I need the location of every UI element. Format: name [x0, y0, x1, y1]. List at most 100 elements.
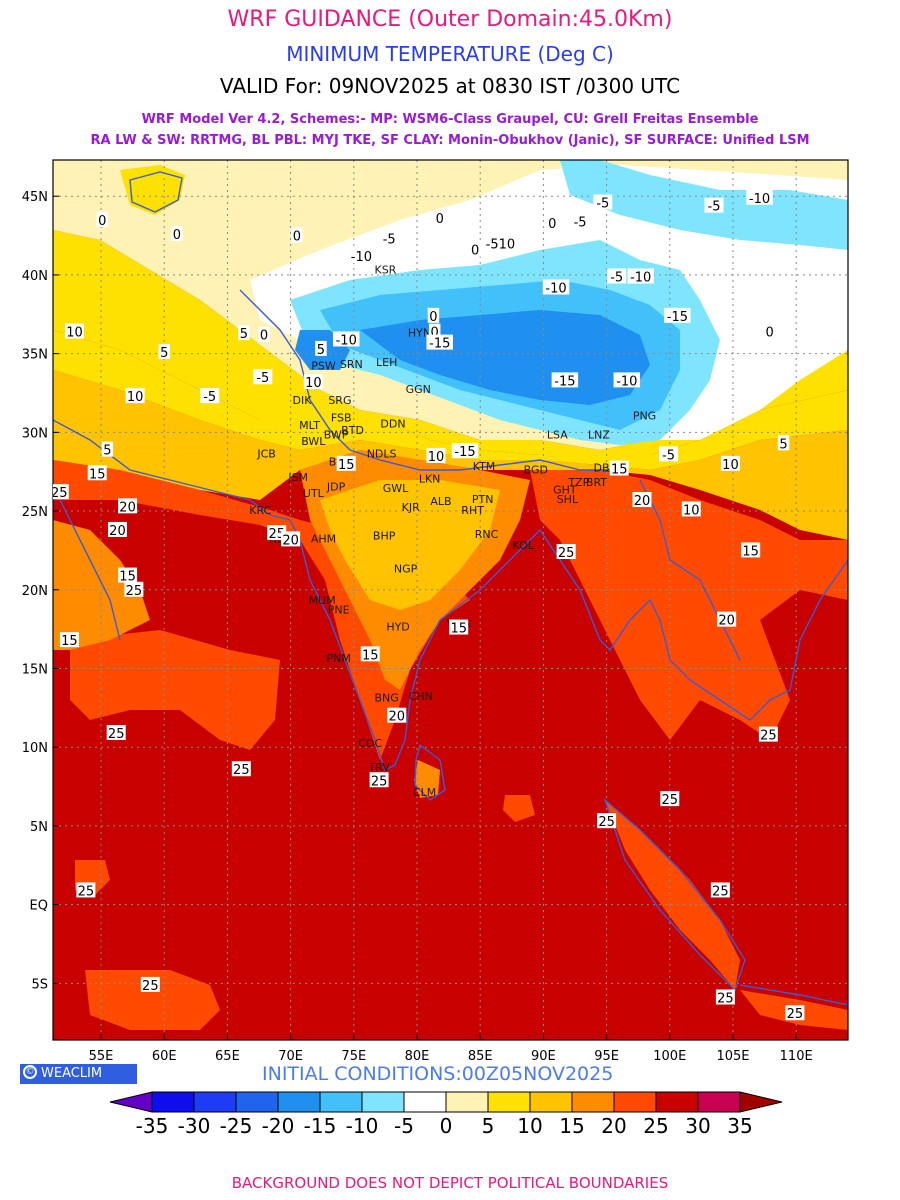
station-label: CHN [409, 690, 433, 703]
colorbar-tick-label: 35 [727, 1114, 752, 1138]
station-label: NGP [394, 562, 418, 575]
lon-label: 65E [215, 1049, 240, 1064]
station-label: BWL [301, 435, 326, 448]
contour-label-text: 5 [317, 343, 325, 358]
contour-label-bg [140, 976, 160, 992]
contour-label-bg [258, 326, 270, 342]
contour-label-text: -10 [351, 250, 372, 265]
contour-label: 25 [556, 543, 576, 561]
contour-label-bg [253, 369, 273, 385]
contour-label-text: 25 [712, 884, 729, 899]
contour-label-text: -10 [545, 282, 566, 297]
colorbar-tick-label: -10 [346, 1114, 379, 1138]
contour-label-bg [469, 241, 481, 257]
contour-label-bg [758, 726, 778, 742]
contour-label: 10 [426, 447, 446, 465]
contour-label-bg [717, 611, 737, 627]
colorbar-tick-label: 5 [482, 1114, 495, 1138]
contour-label-bg [710, 882, 730, 898]
station-label: BHP [373, 529, 396, 542]
contour-label: 20 [107, 521, 127, 539]
station-label: KJR [402, 501, 420, 514]
contour-label-text: -15 [429, 337, 450, 352]
contour-label-bg [387, 707, 407, 723]
station-label: GHT [553, 484, 577, 497]
contour-label: -5 [253, 369, 273, 386]
station-label: JCB [256, 448, 275, 461]
contour-label-text: 0 [293, 230, 301, 245]
contour-label-text: 25 [760, 729, 777, 744]
contour-label: -10 [348, 248, 375, 265]
contour-label-text: -5 [596, 197, 609, 212]
station-label: KSR [374, 263, 396, 276]
station-label: UTL [303, 487, 325, 500]
station-label: RHT [461, 504, 484, 517]
contour-label-bg [332, 331, 360, 347]
contour-label-text: 15 [61, 634, 78, 649]
station-label: LSA [547, 429, 568, 442]
contour-label-bg [76, 882, 96, 898]
contour-label: 5 [158, 344, 170, 361]
contour-label-text: 5 [160, 346, 168, 361]
contour-label-text: 5 [779, 437, 787, 452]
variable-title: MINIMUM TEMPERATURE (Deg C) [286, 42, 614, 66]
contour-label: 0 [258, 326, 270, 344]
contour-label-bg [593, 194, 613, 210]
lon-label: 60E [152, 1049, 177, 1064]
station-label: JDP [326, 481, 346, 494]
colorbar-tick-label: 0 [440, 1114, 453, 1138]
contour-label: 10 [720, 455, 740, 473]
lat-label: 45N [22, 190, 48, 205]
contour-label-bg [369, 772, 389, 788]
contour-label-text: 10 [722, 458, 739, 473]
colorbar-tick-label: -5 [394, 1114, 414, 1138]
contour-label-text: 0 [98, 214, 106, 229]
contour-label: 0 [427, 307, 440, 325]
contour-label-text: -10 [336, 333, 357, 348]
contour-label-text: -5 [610, 270, 623, 285]
contour-label-bg [64, 323, 84, 339]
contour-label-bg [449, 619, 469, 635]
lat-label: 30N [22, 426, 48, 441]
station-label: ALB [430, 495, 451, 508]
contour-label-text: 15 [611, 463, 628, 478]
contour-label-text: 10 [127, 390, 144, 405]
contour-label-text: 15 [89, 467, 106, 482]
contour-label-text: 25 [233, 763, 250, 778]
contour-label-bg [118, 498, 138, 514]
station-label: KOL [512, 539, 534, 552]
contour-label-text: -5 [662, 448, 675, 463]
lat-label: 25N [22, 505, 48, 520]
contour-label: 5 [101, 441, 114, 459]
contour-label-text: 25 [717, 991, 734, 1006]
colorbar-tick-label: 10 [517, 1114, 542, 1138]
contour-label-text: -10 [749, 192, 770, 207]
contour-label-text: 20 [119, 500, 136, 515]
contour-label: -10 [746, 189, 773, 207]
station-label: GGN [406, 383, 431, 396]
contour-label-bg [303, 373, 323, 389]
footer-note: BACKGROUND DOES NOT DEPICT POLITICAL BOU… [231, 1174, 669, 1192]
contour-label: -15 [664, 307, 691, 325]
contour-label-text: 15 [119, 570, 136, 585]
station-label: COC [358, 737, 382, 750]
contour-label-text: 5 [103, 444, 111, 459]
contour-label-bg [200, 388, 220, 404]
contour-label: 25 [660, 791, 680, 808]
contour-label: 15 [609, 460, 629, 478]
contour-label: -5 [659, 446, 679, 463]
lat-label: 5N [30, 820, 48, 835]
contour-label: 0 [428, 323, 441, 341]
temperature-map: 45N 40N 35N 30N 25N 20N 15N 10N 5N EQ 5S 55E 60E 65E 7… [22, 159, 849, 1064]
station-label: BGD [524, 463, 548, 476]
station-label: KRC [249, 504, 271, 517]
contour-label-bg [483, 235, 518, 251]
colorbar-tick-label: 15 [559, 1114, 584, 1138]
station-label: PNG [633, 410, 656, 423]
contour-label-text: 20 [389, 710, 406, 725]
contour-label-text: 0 [429, 310, 437, 325]
contour-label-text: -5 [574, 215, 587, 230]
lon-label: 85E [468, 1049, 493, 1064]
contour-label: 0 [546, 214, 558, 232]
station-label: RNC [475, 528, 499, 541]
